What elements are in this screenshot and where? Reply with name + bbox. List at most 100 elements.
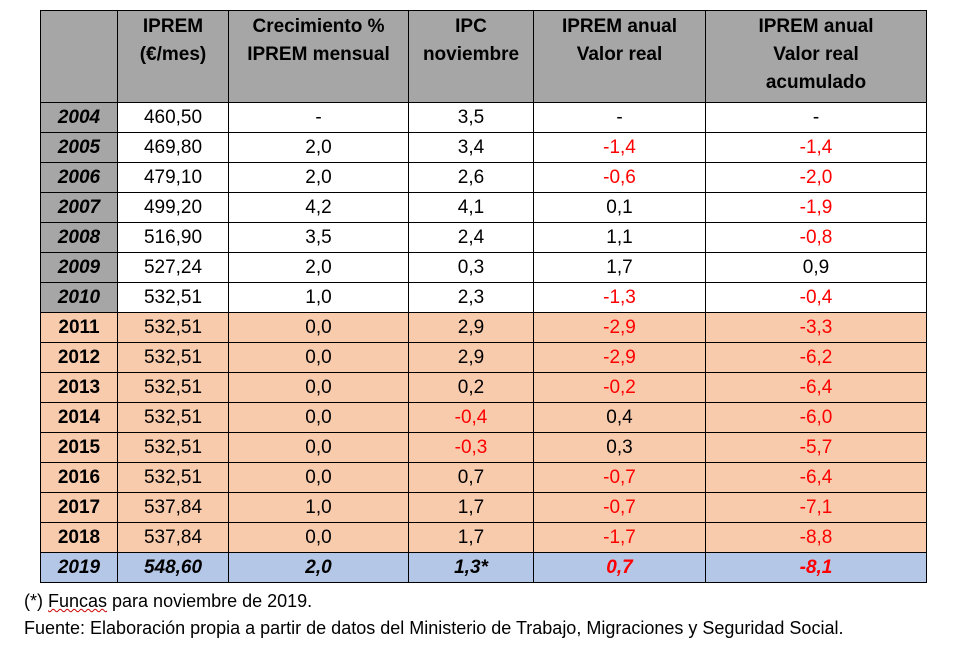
value-cell: 1,7: [408, 492, 534, 523]
table-row: 2019 548,60 2,0 1,3* 0,7 -8,1: [40, 552, 927, 583]
value-cell: 0,7: [408, 462, 534, 493]
value-cell: 548,60: [117, 552, 229, 583]
footnote-prefix: (*): [24, 591, 48, 611]
value-cell: 4,2: [228, 192, 409, 223]
value-cell: 537,84: [117, 492, 229, 523]
footnote-text: para noviembre de 2019.: [107, 591, 313, 611]
value-cell: -1,7: [533, 522, 706, 553]
value-cell: 2,0: [228, 132, 409, 163]
value-cell: 1,0: [228, 492, 409, 523]
header-row: IPREM (€/mes) Crecimiento % IPREM mensual…: [40, 10, 927, 103]
value-cell: -2,0: [705, 162, 927, 193]
source-note: Fuente: Elaboración propia a partir de d…: [24, 618, 844, 638]
value-cell: 2,0: [228, 162, 409, 193]
value-cell: 0,4: [533, 402, 706, 433]
year-cell: 2015: [40, 432, 118, 463]
column-header: IPC noviembre: [408, 10, 534, 103]
value-cell: 2,9: [408, 342, 534, 373]
value-cell: 1,1: [533, 222, 706, 253]
column-header: IPREM anual Valor real acumulado: [705, 10, 927, 103]
value-cell: 2,9: [408, 312, 534, 343]
value-cell: 1,7: [408, 522, 534, 553]
column-header: [40, 10, 118, 103]
year-cell: 2009: [40, 252, 118, 283]
table-row: 2010 532,51 1,0 2,3 -1,3 -0,4: [40, 282, 927, 313]
value-cell: 0,0: [228, 312, 409, 343]
value-cell: 527,24: [117, 252, 229, 283]
value-cell: 0,0: [228, 432, 409, 463]
value-cell: -1,9: [705, 192, 927, 223]
value-cell: -: [228, 102, 409, 133]
value-cell: 2,4: [408, 222, 534, 253]
column-header: IPREM (€/mes): [117, 10, 229, 103]
value-cell: -0,4: [705, 282, 927, 313]
value-cell: -1,4: [705, 132, 927, 163]
value-cell: -0,3: [408, 432, 534, 463]
value-cell: 1,0: [228, 282, 409, 313]
value-cell: -6,2: [705, 342, 927, 373]
value-cell: -8,8: [705, 522, 927, 553]
value-cell: 460,50: [117, 102, 229, 133]
year-cell: 2019: [40, 552, 118, 583]
value-cell: 2,6: [408, 162, 534, 193]
year-cell: 2007: [40, 192, 118, 223]
table-row: 2014 532,51 0,0 -0,4 0,4 -6,0: [40, 402, 927, 433]
value-cell: 0,9: [705, 252, 927, 283]
year-cell: 2014: [40, 402, 118, 433]
table-row: 2008 516,90 3,5 2,4 1,1 -0,8: [40, 222, 927, 253]
year-cell: 2004: [40, 102, 118, 133]
table-row: 2013 532,51 0,0 0,2 -0,2 -6,4: [40, 372, 927, 403]
year-cell: 2008: [40, 222, 118, 253]
value-cell: 3,5: [228, 222, 409, 253]
value-cell: -0,7: [533, 492, 706, 523]
value-cell: 532,51: [117, 372, 229, 403]
value-cell: 2,0: [228, 552, 409, 583]
value-cell: 499,20: [117, 192, 229, 223]
table-row: 2017 537,84 1,0 1,7 -0,7 -7,1: [40, 492, 927, 523]
year-cell: 2012: [40, 342, 118, 373]
value-cell: 469,80: [117, 132, 229, 163]
table-row: 2018 537,84 0,0 1,7 -1,7 -8,8: [40, 522, 927, 553]
value-cell: -6,0: [705, 402, 927, 433]
column-header: IPREM anual Valor real: [533, 10, 706, 103]
value-cell: 2,3: [408, 282, 534, 313]
value-cell: 3,5: [408, 102, 534, 133]
value-cell: 0,0: [228, 402, 409, 433]
year-cell: 2005: [40, 132, 118, 163]
table-row: 2015 532,51 0,0 -0,3 0,3 -5,7: [40, 432, 927, 463]
year-cell: 2006: [40, 162, 118, 193]
footnote-source-word: Funcas: [48, 591, 108, 611]
value-cell: -2,9: [533, 342, 706, 373]
value-cell: -1,4: [533, 132, 706, 163]
iprem-table: IPREM (€/mes) Crecimiento % IPREM mensual…: [40, 10, 927, 583]
value-cell: -3,3: [705, 312, 927, 343]
value-cell: 1,7: [533, 252, 706, 283]
year-cell: 2017: [40, 492, 118, 523]
table-row: 2007 499,20 4,2 4,1 0,1 -1,9: [40, 192, 927, 223]
value-cell: 2,0: [228, 252, 409, 283]
value-cell: -2,9: [533, 312, 706, 343]
value-cell: 3,4: [408, 132, 534, 163]
value-cell: 0,0: [228, 522, 409, 553]
value-cell: 0,0: [228, 342, 409, 373]
value-cell: 0,7: [533, 552, 706, 583]
value-cell: 532,51: [117, 342, 229, 373]
table-row: 2009 527,24 2,0 0,3 1,7 0,9: [40, 252, 927, 283]
value-cell: 516,90: [117, 222, 229, 253]
year-cell: 2010: [40, 282, 118, 313]
value-cell: -0,2: [533, 372, 706, 403]
value-cell: 0,0: [228, 372, 409, 403]
value-cell: 0,3: [408, 252, 534, 283]
value-cell: -5,7: [705, 432, 927, 463]
value-cell: 532,51: [117, 432, 229, 463]
value-cell: 0,1: [533, 192, 706, 223]
value-cell: 532,51: [117, 402, 229, 433]
value-cell: 1,3*: [408, 552, 534, 583]
value-cell: -0,6: [533, 162, 706, 193]
value-cell: 479,10: [117, 162, 229, 193]
value-cell: 0,3: [533, 432, 706, 463]
value-cell: -6,4: [705, 462, 927, 493]
year-cell: 2018: [40, 522, 118, 553]
value-cell: 532,51: [117, 282, 229, 313]
value-cell: 532,51: [117, 462, 229, 493]
